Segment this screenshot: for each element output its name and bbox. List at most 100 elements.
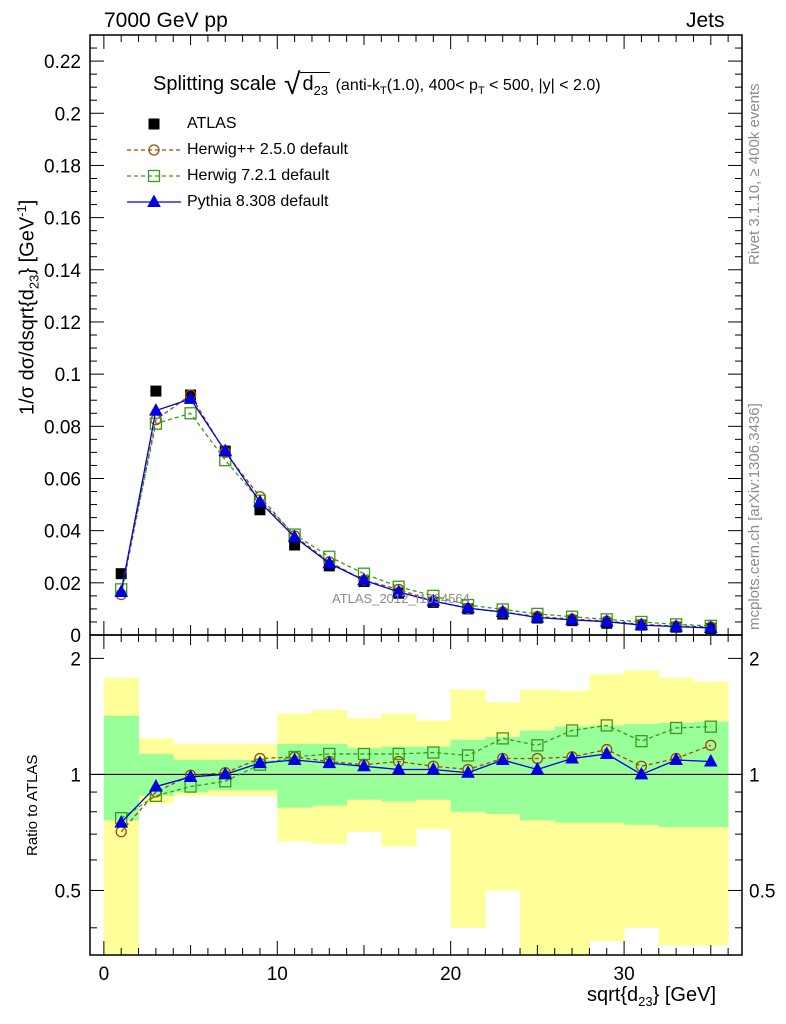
legend-pythia-label: Pythia 8.308 default bbox=[187, 193, 329, 210]
sqrt-symbol: √ bbox=[283, 68, 301, 101]
series-point-main bbox=[287, 529, 302, 543]
series-point-main bbox=[634, 617, 649, 631]
series-point-main bbox=[495, 604, 510, 618]
series-point-ratio bbox=[669, 752, 683, 765]
legend-marker bbox=[147, 169, 161, 183]
series-point-ratio bbox=[114, 815, 129, 828]
ylabel-a: 1/σ dσ/dsqrt{d bbox=[16, 289, 39, 415]
xlabel-b: } [GeV] bbox=[652, 984, 716, 1006]
ratio-band-inner bbox=[485, 737, 521, 814]
ratio-y-tick-label-right: 0.5 bbox=[749, 881, 775, 902]
x-tick-label: 0 bbox=[99, 964, 110, 985]
series-point-ratio bbox=[287, 752, 302, 765]
y-tick-label: 0.06 bbox=[44, 469, 81, 490]
legend-herwig7-label: Herwig 7.2.1 default bbox=[187, 167, 330, 184]
y-tick-label: 0.12 bbox=[44, 313, 81, 334]
series-point-main bbox=[530, 609, 545, 623]
series-point-ratio bbox=[669, 721, 683, 735]
series-point-main bbox=[669, 619, 683, 632]
series-point-main bbox=[703, 620, 718, 633]
ratio-band-inner bbox=[520, 730, 556, 821]
ratio-band-inner bbox=[103, 715, 139, 821]
ylabel-c: ] bbox=[16, 199, 39, 206]
series-point-main bbox=[426, 593, 441, 607]
series-line-main bbox=[120, 398, 711, 629]
x-axis-label: sqrt{d23} [GeV] bbox=[587, 984, 716, 1009]
series-point-ratio bbox=[705, 739, 717, 751]
mcplots-label: mcplots.cern.ch [arXiv:1306.3436] bbox=[746, 403, 763, 630]
y-tick-label: 0.22 bbox=[44, 52, 81, 73]
ylabel-sub: 23 bbox=[26, 274, 42, 290]
ylabel-b: } [GeV bbox=[16, 216, 39, 275]
series-point-ratio bbox=[461, 765, 475, 778]
legend-markers bbox=[127, 118, 181, 207]
header-left: 7000 GeV pp bbox=[104, 9, 228, 32]
series-point-ratio bbox=[495, 752, 510, 765]
series-point-main bbox=[253, 494, 267, 507]
x-tick-label: 30 bbox=[614, 964, 635, 985]
legend-atlas-label: ATLAS bbox=[187, 115, 237, 132]
atlas-data-point bbox=[289, 539, 301, 551]
series-point-ratio bbox=[634, 766, 649, 780]
x-tick-label: 10 bbox=[267, 964, 288, 985]
series-point-main bbox=[218, 443, 233, 457]
axis-ticks: 0 0.02 0.04 0.06 0.08 0.1 0.12 0.14 0.16 0.18 0.2 0… bbox=[44, 34, 775, 985]
legend-marker bbox=[148, 144, 160, 156]
series-point-ratio bbox=[427, 746, 440, 759]
atlas-data-point bbox=[115, 568, 127, 580]
series-point-ratio bbox=[600, 719, 613, 732]
title-tail1-sub: T bbox=[380, 85, 387, 98]
series-point-main bbox=[391, 584, 406, 597]
y-tick-label: 0.18 bbox=[44, 156, 81, 177]
ratio-band-inner bbox=[658, 722, 694, 828]
ratio-y-axis-label: Ratio to ATLAS bbox=[24, 754, 41, 856]
title-var-symbol: d bbox=[302, 73, 314, 95]
analysis-watermark: ATLAS_2012_I1094564 bbox=[332, 591, 470, 606]
data-series bbox=[114, 385, 718, 838]
series-point-main bbox=[149, 403, 163, 416]
series-point-main bbox=[114, 584, 129, 597]
series-point-ratio bbox=[565, 724, 579, 737]
y-tick-label: 0.04 bbox=[44, 522, 81, 543]
series-point-ratio bbox=[391, 761, 406, 775]
series-point-main bbox=[184, 407, 197, 420]
ratio-y-tick-label-right: 2 bbox=[749, 649, 760, 670]
ratio-uncertainty-bands bbox=[103, 670, 729, 955]
y-axis-label: 1/σ dσ/dsqrt{d23} [GeV-1] bbox=[14, 200, 42, 415]
series-point-ratio bbox=[530, 761, 545, 775]
series-point-ratio bbox=[322, 755, 337, 769]
series-line-ratio bbox=[120, 744, 712, 833]
series-point-ratio bbox=[704, 720, 717, 733]
series-point-main bbox=[565, 612, 579, 625]
atlas-data-point bbox=[254, 504, 266, 516]
title-tail: (anti-kT(1.0), 400< pT < 500, |y| < 2.0) bbox=[335, 77, 601, 98]
y-tick-label: 0.02 bbox=[44, 574, 81, 595]
title-tail2: (1.0), 400< p bbox=[386, 77, 478, 94]
series-line-main bbox=[120, 412, 711, 627]
title-tail2-sub: T bbox=[477, 85, 485, 98]
series-point-ratio bbox=[703, 753, 718, 767]
y-tick-label: 0 bbox=[70, 626, 81, 647]
series-point-ratio bbox=[565, 750, 579, 764]
ratio-band-outer bbox=[520, 689, 556, 955]
series-point-ratio bbox=[531, 739, 544, 752]
series-point-ratio bbox=[253, 755, 267, 769]
title-var-sub: 23 bbox=[313, 83, 329, 98]
title-tail1: (anti-k bbox=[335, 77, 381, 94]
series-point-ratio bbox=[392, 747, 405, 761]
series-point-ratio bbox=[599, 746, 614, 759]
series-point-ratio bbox=[496, 732, 509, 745]
ratio-y-tick-label: 2 bbox=[70, 649, 81, 670]
xlabel-a: sqrt{d bbox=[587, 984, 639, 1006]
series-point-main bbox=[183, 391, 198, 404]
series-point-main bbox=[322, 555, 337, 569]
series-point-main bbox=[149, 417, 163, 430]
series-point-ratio bbox=[218, 766, 233, 780]
series-point-ratio bbox=[635, 734, 648, 748]
series-point-main bbox=[461, 600, 475, 614]
series-point-ratio bbox=[183, 769, 198, 782]
ratio-y-tick-label: 0.5 bbox=[55, 881, 81, 902]
legend-herwigpp-label: Herwig++ 2.5.0 default bbox=[187, 141, 348, 158]
series-point-ratio bbox=[149, 779, 163, 792]
